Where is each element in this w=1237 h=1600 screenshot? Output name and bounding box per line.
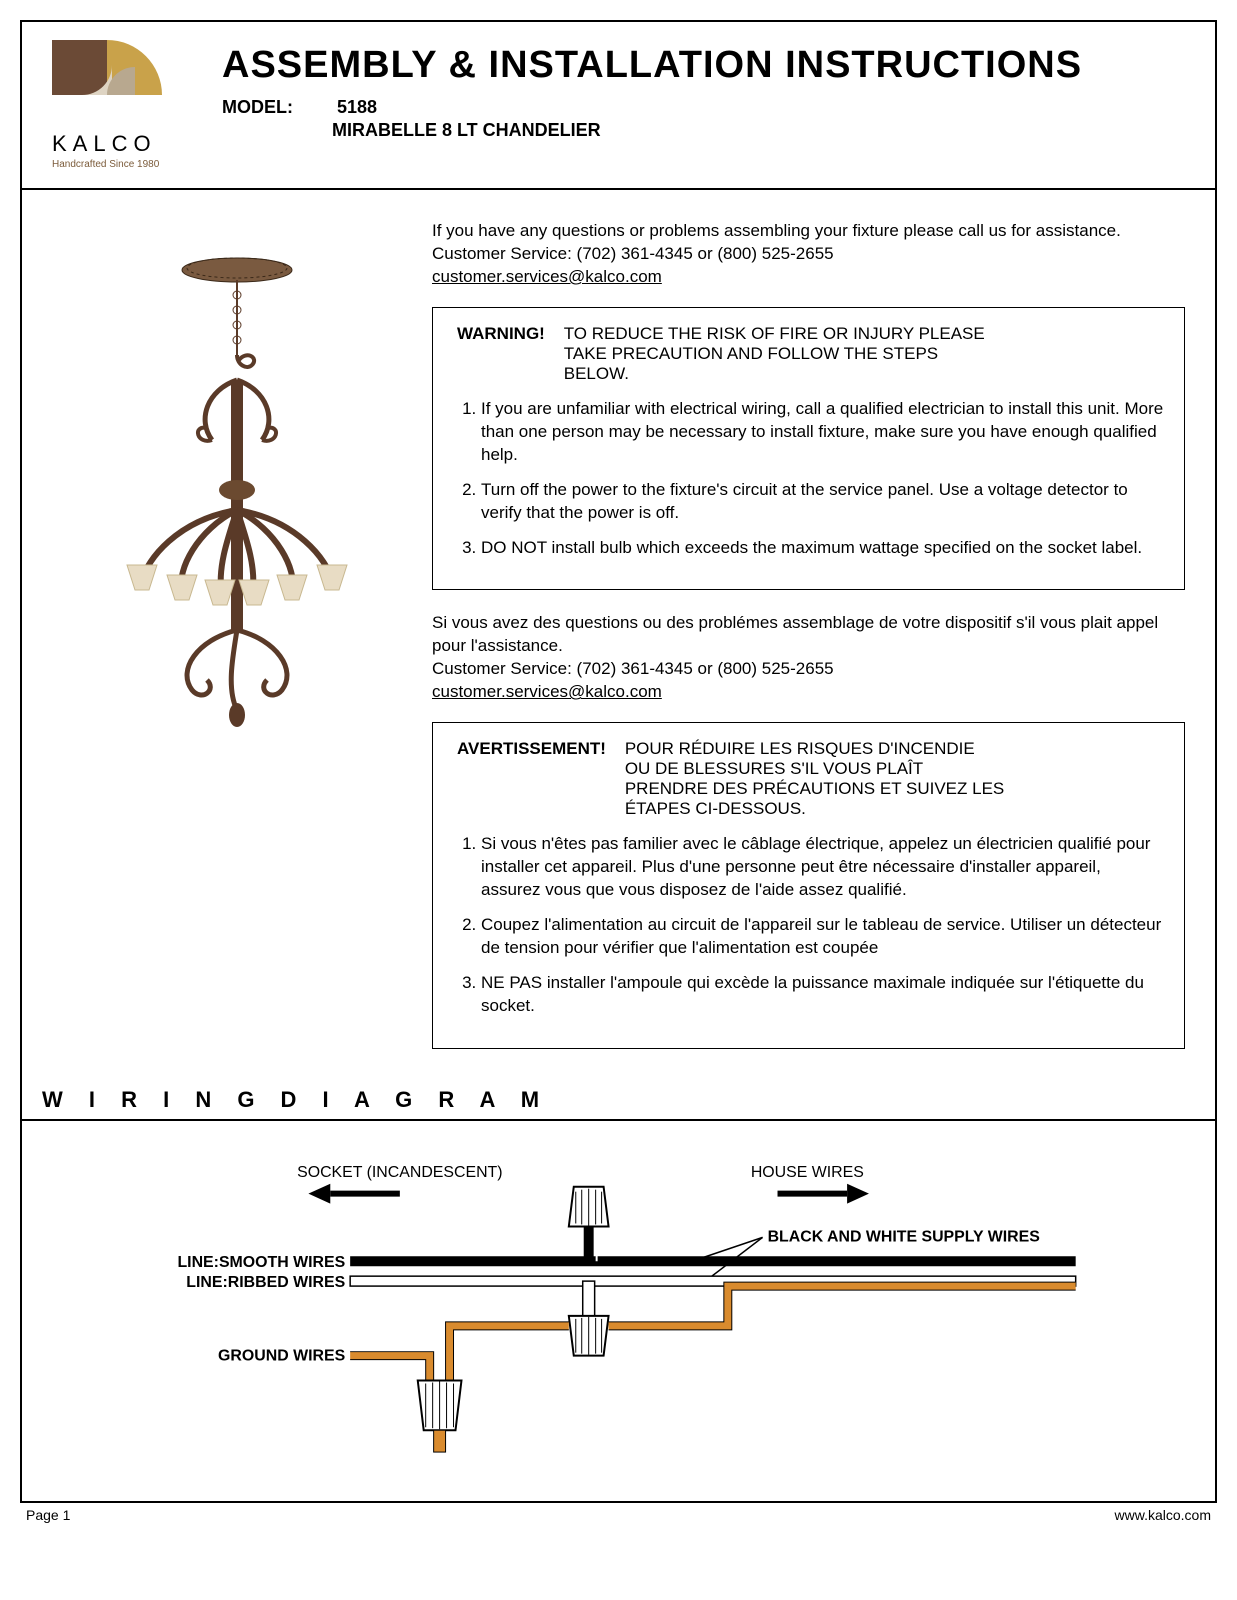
warning-fr-item: Coupez l'alimentation au circuit de l'ap… [481,914,1164,960]
warning-box-en: WARNING! TO REDUCE THE RISK OF FIRE OR I… [432,307,1185,591]
warning-fr-label: AVERTISSEMENT! [457,739,606,758]
footer: Page 1 www.kalco.com [20,1503,1217,1523]
wire-connector-icon [569,1316,609,1356]
label-smooth: LINE:SMOOTH WIRES [177,1254,345,1271]
intro-fr-line1: Si vous avez des questions ou des problé… [432,613,1158,655]
intro-en-line2: Customer Service: (702) 361-4345 or (800… [432,244,834,263]
warning-fr-item: NE PAS installer l'ampoule qui excède la… [481,972,1164,1018]
warning-en-label: WARNING! [457,324,545,343]
intro-fr: Si vous avez des questions ou des problé… [432,612,1185,704]
warning-fr-item: Si vous n'êtes pas familier avec le câbl… [481,833,1164,902]
wiring-section-title: W I R I N G D I A G R A M [22,1081,1215,1119]
model-row: MODEL: 5188 [222,97,1185,118]
warning-en-item: Turn off the power to the fixture's circ… [481,479,1164,525]
warning-en-text: TO REDUCE THE RISK OF FIRE OR INJURY PLE… [564,324,994,384]
model-label: MODEL: [222,97,332,118]
intro-fr-email: customer.services@kalco.com [432,682,662,701]
warning-fr-list: Si vous n'êtes pas familier avec le câbl… [453,833,1164,1018]
brand-tagline: Handcrafted Since 1980 [52,159,192,170]
model-number: 5188 [337,97,377,117]
warning-en-list: If you are unfamiliar with electrical wi… [453,398,1164,560]
footer-page: Page 1 [26,1507,70,1523]
intro-en-email: customer.services@kalco.com [432,267,662,286]
brand-logo-icon [52,40,162,120]
arrow-left-icon [308,1183,399,1203]
warning-box-fr: AVERTISSEMENT! POUR RÉDUIRE LES RISQUES … [432,722,1185,1049]
page-title: ASSEMBLY & INSTALLATION INSTRUCTIONS [222,44,1185,87]
warning-fr-text: POUR RÉDUIRE LES RISQUES D'INCENDIE OU D… [625,739,1005,819]
wire-connector-icon [569,1186,609,1226]
wiring-diagram: SOCKET (INCANDESCENT) HOUSE WIRES BLACK … [22,1121,1215,1501]
label-house: HOUSE WIRES [751,1164,864,1181]
warning-en-item: If you are unfamiliar with electrical wi… [481,398,1164,467]
product-image-column [52,220,422,1071]
intro-fr-line2: Customer Service: (702) 361-4345 or (800… [432,659,834,678]
label-ground: GROUND WIRES [218,1347,345,1364]
arrow-right-icon [778,1183,869,1203]
label-ribbed: LINE:RIBBED WIRES [186,1274,345,1291]
label-socket: SOCKET (INCANDESCENT) [297,1164,502,1181]
header: KALCO Handcrafted Since 1980 ASSEMBLY & … [22,22,1215,190]
label-supply: BLACK AND WHITE SUPPLY WIRES [768,1228,1040,1245]
intro-en-line1: If you have any questions or problems as… [432,221,1121,240]
footer-url: www.kalco.com [1115,1507,1211,1523]
wiring-diagram-svg: SOCKET (INCANDESCENT) HOUSE WIRES BLACK … [52,1131,1185,1471]
wire-connector-icon [418,1380,462,1430]
brand-logo-block: KALCO Handcrafted Since 1980 [52,40,192,170]
chandelier-icon [87,250,387,730]
warning-en-item: DO NOT install bulb which exceeds the ma… [481,537,1164,560]
brand-name: KALCO [52,131,192,157]
product-name: MIRABELLE 8 LT CHANDELIER [332,120,1185,141]
intro-en: If you have any questions or problems as… [432,220,1185,289]
